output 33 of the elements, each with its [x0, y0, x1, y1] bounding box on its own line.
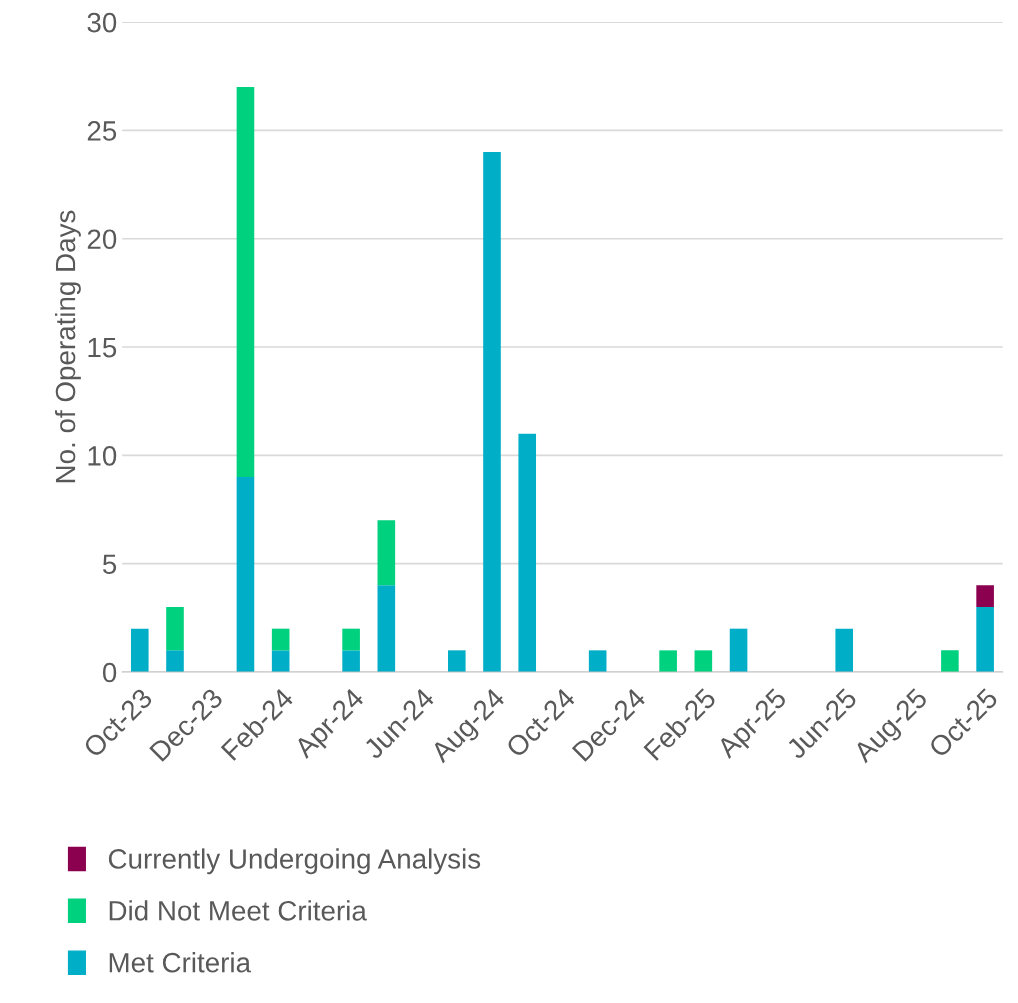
bar	[236, 87, 255, 478]
y-tick-label: 5	[102, 554, 117, 575]
bar	[166, 607, 184, 651]
bar	[271, 650, 290, 673]
y-tick-label: 20	[87, 229, 117, 250]
bar	[976, 607, 994, 673]
y-tick-label: 25	[87, 121, 117, 141]
bar	[729, 628, 748, 673]
bar	[976, 585, 994, 608]
bar	[342, 628, 360, 651]
bar	[483, 152, 501, 673]
bar	[694, 650, 713, 673]
bar	[271, 628, 290, 651]
bar	[342, 650, 360, 673]
legend-label: Met Criteria	[109, 952, 252, 973]
bar	[377, 585, 396, 673]
bar	[835, 628, 854, 673]
bar	[941, 650, 959, 673]
bar	[518, 433, 537, 673]
bar	[166, 650, 184, 673]
bar	[659, 650, 677, 673]
legend-label: Did Not Meet Criteria	[109, 900, 367, 921]
bar	[236, 477, 255, 673]
legend-label: Currently Undergoing Analysis	[108, 848, 481, 875]
y-tick-label: 0	[102, 662, 117, 683]
y-tick-label: 15	[88, 337, 117, 358]
y-axis-title: No. of Operating Days	[54, 210, 81, 483]
y-tick-label: 10	[88, 446, 117, 466]
bar	[447, 650, 466, 673]
bar	[130, 628, 149, 673]
bar	[588, 650, 607, 673]
bar	[377, 520, 396, 586]
y-tick-label: 30	[87, 12, 117, 33]
